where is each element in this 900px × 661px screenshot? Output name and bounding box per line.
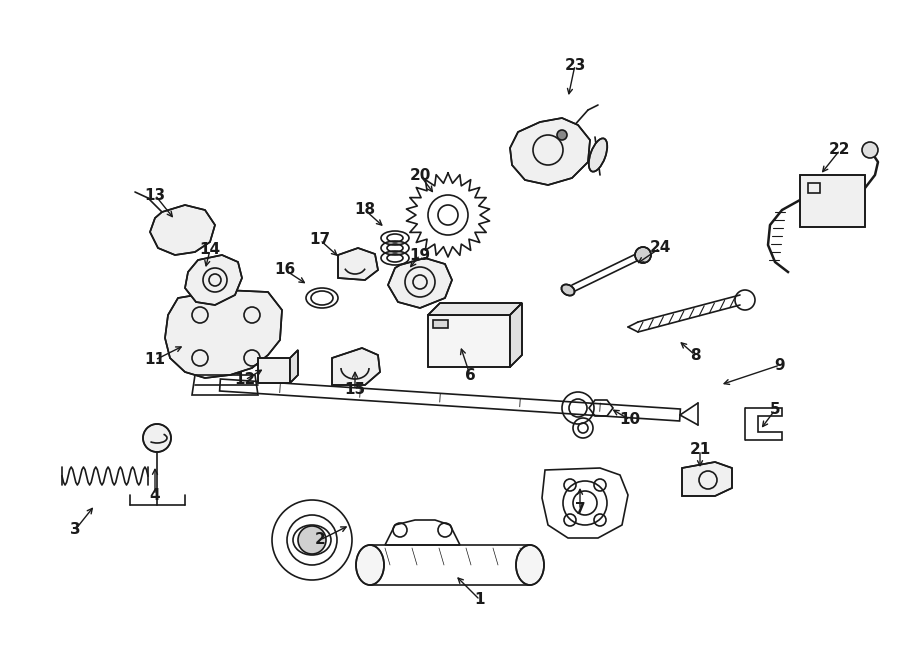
Circle shape [557, 130, 567, 140]
Polygon shape [510, 303, 522, 367]
Text: 17: 17 [310, 233, 330, 247]
Text: 1: 1 [475, 592, 485, 607]
Ellipse shape [356, 545, 384, 585]
Circle shape [298, 526, 326, 554]
Text: 12: 12 [234, 373, 256, 387]
Polygon shape [165, 290, 282, 378]
Polygon shape [150, 205, 215, 255]
Ellipse shape [516, 545, 544, 585]
Polygon shape [185, 255, 242, 305]
Text: 13: 13 [144, 188, 166, 202]
Bar [258, 358, 290, 383]
Text: 3: 3 [69, 522, 80, 537]
Text: 20: 20 [410, 167, 431, 182]
Circle shape [635, 247, 651, 263]
Text: 16: 16 [274, 262, 295, 278]
Ellipse shape [562, 284, 574, 295]
Polygon shape [332, 348, 380, 385]
Text: 8: 8 [689, 348, 700, 362]
Bar [433, 320, 448, 328]
Text: 5: 5 [770, 403, 780, 418]
Text: 19: 19 [410, 247, 430, 262]
Circle shape [143, 424, 171, 452]
Bar [428, 315, 510, 367]
Text: 2: 2 [315, 533, 326, 547]
Text: 15: 15 [345, 383, 365, 397]
Polygon shape [338, 248, 378, 280]
Text: 11: 11 [145, 352, 166, 368]
Text: 6: 6 [464, 368, 475, 383]
Text: 10: 10 [619, 412, 641, 428]
Ellipse shape [589, 138, 608, 172]
Bar [800, 175, 865, 227]
Text: 22: 22 [829, 143, 850, 157]
Text: 21: 21 [689, 442, 711, 457]
Text: 14: 14 [200, 243, 220, 258]
Bar [808, 183, 820, 193]
Polygon shape [290, 350, 298, 383]
Text: 7: 7 [575, 502, 585, 518]
Polygon shape [510, 118, 590, 185]
Text: 18: 18 [355, 202, 375, 217]
Circle shape [862, 142, 878, 158]
Bar [428, 315, 510, 367]
Polygon shape [388, 258, 452, 308]
Polygon shape [428, 303, 522, 315]
Text: 24: 24 [649, 241, 670, 256]
Text: 4: 4 [149, 488, 160, 502]
Polygon shape [682, 462, 732, 496]
Text: 23: 23 [564, 58, 586, 73]
Bar [258, 358, 290, 383]
Text: 9: 9 [775, 358, 786, 373]
Bar [800, 175, 865, 227]
